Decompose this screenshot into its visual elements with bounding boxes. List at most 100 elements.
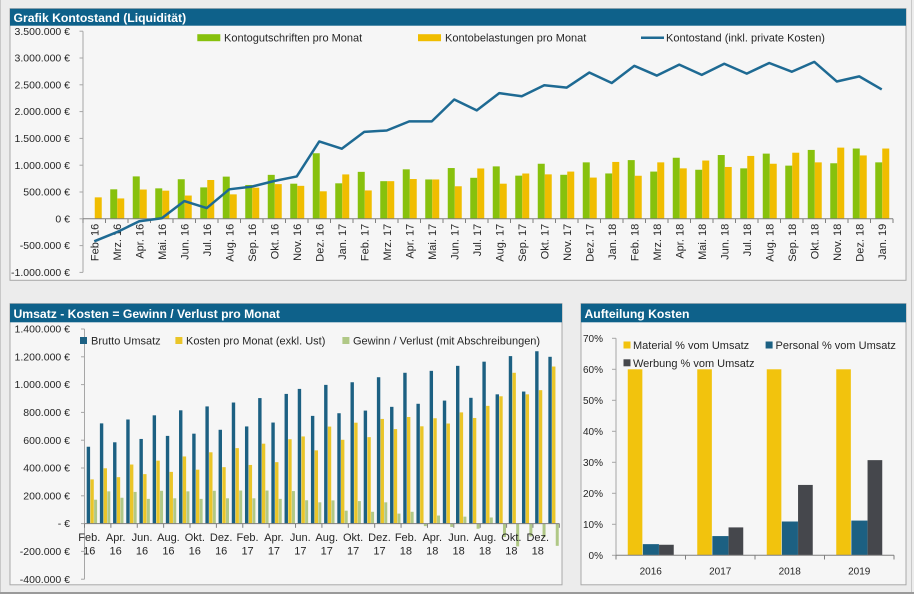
svg-text:Feb.: Feb. — [237, 532, 259, 544]
svg-text:800.000 €: 800.000 € — [23, 407, 70, 419]
svg-text:Feb. 16: Feb. 16 — [89, 224, 101, 261]
svg-text:Feb. 18: Feb. 18 — [629, 224, 641, 261]
svg-text:Jul. 18: Jul. 18 — [742, 224, 754, 256]
svg-text:Aug. 16: Aug. 16 — [224, 224, 236, 262]
svg-text:Dez.: Dez. — [526, 532, 549, 544]
svg-text:Jan. 17: Jan. 17 — [337, 224, 349, 260]
svg-text:Apr. 18: Apr. 18 — [674, 224, 686, 259]
svg-text:Mai. 18: Mai. 18 — [697, 224, 709, 260]
svg-text:18: 18 — [426, 546, 438, 558]
svg-text:Jun. 16: Jun. 16 — [179, 224, 191, 260]
svg-text:200.000 €: 200.000 € — [23, 490, 70, 502]
svg-text:3.500.000 €: 3.500.000 € — [15, 26, 71, 38]
svg-text:Dez. 16: Dez. 16 — [314, 224, 326, 262]
svg-text:-200.000 €: -200.000 € — [20, 546, 70, 558]
svg-text:Aug.: Aug. — [157, 532, 180, 544]
svg-text:Jun.: Jun. — [132, 532, 153, 544]
svg-text:Okt.: Okt. — [501, 532, 521, 544]
svg-text:1.500.000 €: 1.500.000 € — [15, 133, 71, 145]
svg-text:Sep. 18: Sep. 18 — [787, 224, 799, 262]
svg-text:70%: 70% — [583, 334, 603, 345]
svg-text:Aug. 18: Aug. 18 — [764, 224, 776, 262]
svg-text:600.000 €: 600.000 € — [23, 435, 70, 447]
svg-text:1.000.000 €: 1.000.000 € — [15, 160, 71, 172]
svg-text:Jul. 16: Jul. 16 — [202, 224, 214, 256]
svg-text:400.000 €: 400.000 € — [23, 463, 70, 475]
svg-text:Jul. 17: Jul. 17 — [472, 224, 484, 256]
svg-text:2018: 2018 — [779, 567, 802, 578]
svg-text:Mrz. 18: Mrz. 18 — [652, 224, 664, 261]
svg-text:Dez.: Dez. — [368, 532, 391, 544]
svg-text:18: 18 — [400, 546, 412, 558]
svg-text:17: 17 — [268, 546, 280, 558]
svg-text:Jun. 17: Jun. 17 — [449, 224, 461, 260]
svg-text:Jun.: Jun. — [290, 532, 311, 544]
svg-text:16: 16 — [83, 546, 95, 558]
svg-text:16: 16 — [215, 546, 227, 558]
svg-text:0 €: 0 € — [55, 213, 70, 225]
svg-text:Apr. 16: Apr. 16 — [134, 224, 146, 259]
svg-text:Okt. 18: Okt. 18 — [809, 224, 821, 259]
svg-text:40%: 40% — [583, 427, 603, 438]
svg-text:1.000.000 €: 1.000.000 € — [15, 379, 71, 391]
svg-text:2.000.000 €: 2.000.000 € — [15, 106, 71, 118]
svg-text:-1.000.000 €: -1.000.000 € — [11, 267, 70, 279]
svg-text:-400.000 €: -400.000 € — [20, 574, 70, 586]
svg-text:17: 17 — [241, 546, 253, 558]
svg-text:Mai. 16: Mai. 16 — [157, 224, 169, 260]
svg-text:Aug. 17: Aug. 17 — [494, 224, 506, 262]
svg-text:17: 17 — [347, 546, 359, 558]
svg-text:Mai. 17: Mai. 17 — [427, 224, 439, 260]
svg-text:60%: 60% — [583, 365, 603, 376]
svg-text:Sep. 16: Sep. 16 — [247, 224, 259, 262]
svg-text:2019: 2019 — [848, 567, 871, 578]
svg-text:Feb.: Feb. — [78, 532, 100, 544]
svg-text:Sep. 17: Sep. 17 — [517, 224, 529, 262]
svg-text:Apr. 17: Apr. 17 — [404, 224, 416, 259]
svg-text:Umsatz - Kosten = Gewinn / Ver: Umsatz - Kosten = Gewinn / Verlust pro M… — [14, 307, 280, 321]
svg-text:Jun. 18: Jun. 18 — [719, 224, 731, 260]
svg-text:16: 16 — [110, 546, 122, 558]
svg-text:50%: 50% — [583, 396, 603, 407]
svg-text:10%: 10% — [583, 520, 603, 531]
svg-text:Feb. 17: Feb. 17 — [359, 224, 371, 261]
svg-text:30%: 30% — [583, 458, 603, 469]
svg-text:2016: 2016 — [640, 567, 663, 578]
svg-text:Kontobelastungen pro Monat: Kontobelastungen pro Monat — [445, 33, 586, 45]
svg-text:Gewinn / Verlust (mit Abschrei: Gewinn / Verlust (mit Abschreibungen) — [353, 336, 540, 348]
svg-text:1.400.000 €: 1.400.000 € — [15, 324, 71, 336]
svg-text:18: 18 — [532, 546, 544, 558]
svg-text:17: 17 — [373, 546, 385, 558]
svg-text:Werbung % vom Umsatz: Werbung % vom Umsatz — [633, 358, 754, 370]
svg-text:2.500.000 €: 2.500.000 € — [15, 79, 71, 91]
svg-text:Okt.: Okt. — [185, 532, 205, 544]
svg-text:Jan. 18: Jan. 18 — [607, 224, 619, 260]
svg-text:16: 16 — [136, 546, 148, 558]
svg-text:Dez. 17: Dez. 17 — [584, 224, 596, 262]
svg-text:16: 16 — [162, 546, 174, 558]
svg-text:500.000 €: 500.000 € — [23, 187, 70, 199]
svg-text:Brutto Umsatz: Brutto Umsatz — [91, 336, 161, 348]
svg-text:Kontogutschriften pro Monat: Kontogutschriften pro Monat — [224, 33, 362, 45]
svg-text:Apr.: Apr. — [106, 532, 126, 544]
svg-text:Dez. 18: Dez. 18 — [854, 224, 866, 262]
svg-text:Nov. 17: Nov. 17 — [562, 224, 574, 261]
svg-text:Mrz. 17: Mrz. 17 — [382, 224, 394, 261]
svg-text:Nov. 18: Nov. 18 — [832, 224, 844, 261]
svg-text:Aufteilung Kosten: Aufteilung Kosten — [585, 307, 690, 321]
svg-text:Aug.: Aug. — [315, 532, 338, 544]
svg-text:Apr.: Apr. — [422, 532, 442, 544]
svg-text:17: 17 — [321, 546, 333, 558]
svg-text:18: 18 — [505, 546, 517, 558]
svg-text:Feb.: Feb. — [395, 532, 417, 544]
svg-text:Personal % vom Umsatz: Personal % vom Umsatz — [776, 340, 896, 352]
svg-text:Okt.: Okt. — [343, 532, 363, 544]
svg-text:Okt. 16: Okt. 16 — [269, 224, 281, 259]
svg-text:Aug.: Aug. — [474, 532, 497, 544]
svg-text:Kosten pro Monat (exkl. Ust): Kosten pro Monat (exkl. Ust) — [186, 336, 325, 348]
svg-text:1.200.000 €: 1.200.000 € — [15, 351, 71, 363]
svg-text:Jun.: Jun. — [448, 532, 469, 544]
svg-text:-500.000 €: -500.000 € — [20, 240, 70, 252]
svg-text:3.000.000 €: 3.000.000 € — [15, 53, 71, 65]
svg-text:20%: 20% — [583, 489, 603, 500]
